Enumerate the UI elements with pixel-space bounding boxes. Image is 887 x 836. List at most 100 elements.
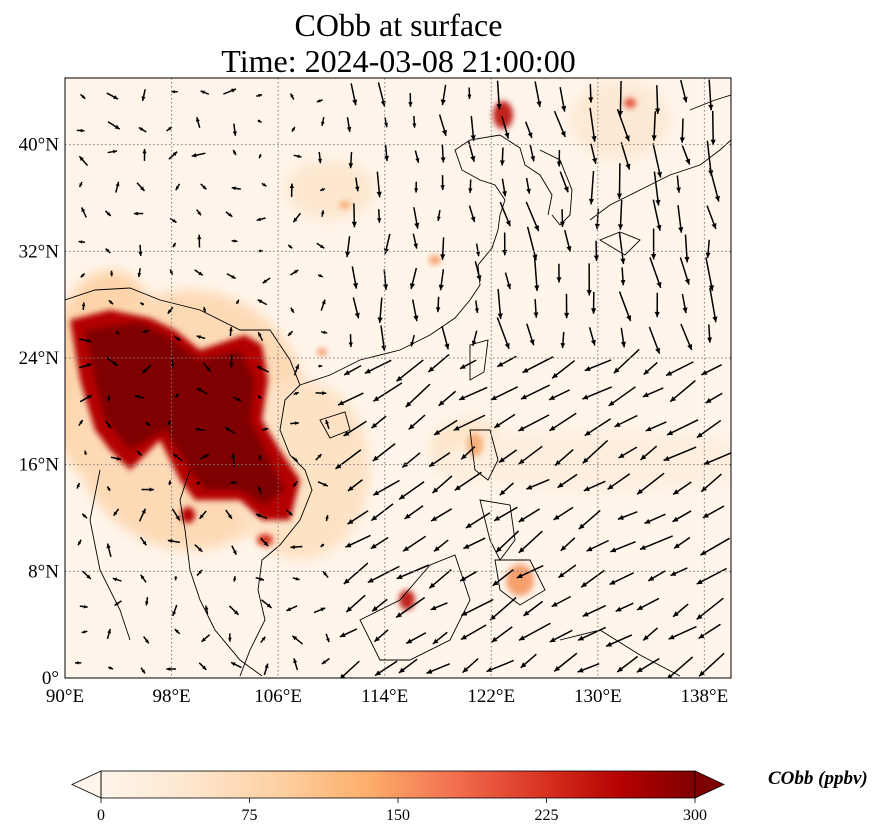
- wind-arrow: [345, 594, 366, 613]
- wind-arrow: [78, 181, 83, 188]
- wind-arrow: [81, 513, 88, 519]
- wind-arrow: [142, 329, 150, 333]
- wind-arrow: [410, 334, 415, 347]
- wind-arrow: [112, 508, 120, 517]
- wind-arrow: [590, 143, 598, 164]
- wind-arrow: [325, 633, 330, 643]
- wind-arrow: [441, 325, 450, 350]
- wind-arrow: [226, 273, 237, 280]
- wind-arrow: [580, 569, 605, 588]
- wind-arrow: [642, 627, 659, 641]
- wind-arrow: [647, 570, 666, 582]
- wind-arrow: [114, 600, 122, 607]
- wind-arrow: [108, 299, 114, 305]
- wind-arrow: [228, 605, 240, 616]
- wind-arrow: [258, 454, 262, 461]
- wind-arrow: [518, 414, 550, 432]
- wind-arrow: [499, 482, 514, 496]
- wind-arrow: [402, 535, 427, 552]
- wind-arrow: [616, 655, 639, 673]
- wind-arrow: [684, 234, 690, 263]
- wind-arrow: [376, 209, 382, 223]
- wind-arrow: [652, 143, 663, 178]
- wind-arrow: [317, 481, 329, 487]
- wind-arrow: [526, 323, 535, 346]
- wind-arrow: [325, 514, 329, 522]
- wind-arrow: [414, 181, 419, 193]
- wind-arrow: [518, 530, 543, 554]
- wind-arrow: [665, 361, 694, 377]
- wind-arrow: [286, 605, 298, 612]
- wind-arrow: [194, 544, 203, 553]
- colorbar-ticks: 0 75 150 225 300: [97, 798, 707, 824]
- wind-arrow: [586, 263, 592, 296]
- wind-arrow: [703, 452, 731, 466]
- wind-arrow: [408, 414, 426, 431]
- wind-arrow: [533, 298, 539, 318]
- wind-arrow: [204, 605, 209, 615]
- wind-arrow: [374, 660, 398, 677]
- wind-arrow: [428, 452, 451, 468]
- wind-arrow: [470, 115, 476, 141]
- longitude-axis: 90°E 98°E 106°E 114°E 122°E 130°E 138°E: [46, 686, 728, 707]
- wind-arrow: [257, 119, 262, 124]
- wind-arrow: [559, 171, 569, 193]
- wind-arrow: [200, 634, 211, 643]
- wind-arrow: [458, 386, 488, 401]
- wind-arrow: [524, 121, 533, 139]
- wind-arrow: [257, 486, 262, 495]
- wind-arrow: [412, 115, 417, 128]
- wind-arrow: [346, 117, 352, 132]
- wind-arrow: [255, 576, 265, 581]
- wind-arrow: [405, 632, 427, 645]
- wind-arrow: [588, 170, 595, 205]
- wind-arrow: [654, 292, 660, 318]
- wind-arrow: [501, 178, 507, 197]
- wind-arrow: [648, 326, 661, 355]
- wind-arrow: [348, 151, 354, 169]
- wind-arrow: [613, 348, 640, 374]
- wind-arrow: [653, 171, 661, 206]
- lon-tick-label: 138°E: [681, 686, 729, 707]
- wind-arrow: [339, 660, 360, 678]
- wind-arrow: [700, 537, 730, 556]
- wind-arrow: [172, 242, 177, 248]
- wind-arrow: [141, 89, 146, 102]
- wind-arrow: [364, 359, 392, 374]
- wind-arrow: [200, 183, 207, 190]
- wind-arrow: [533, 256, 540, 291]
- wind-arrow: [174, 393, 180, 398]
- wind-arrow: [645, 421, 667, 432]
- wind-arrow: [404, 505, 424, 520]
- wind-arrow: [325, 419, 330, 430]
- wind-arrow: [287, 330, 294, 337]
- colorbar-tick-label: 225: [535, 807, 559, 824]
- wind-arrow: [112, 577, 122, 582]
- wind-arrow: [412, 233, 418, 249]
- wind-arrow: [261, 427, 269, 432]
- wind-arrow: [229, 354, 234, 368]
- wind-arrow: [115, 330, 120, 335]
- wind-arrow: [616, 108, 630, 142]
- wind-arrow: [199, 453, 210, 460]
- wind-arrow: [471, 330, 478, 346]
- wind-arrow: [372, 479, 400, 496]
- wind-arrow: [293, 154, 302, 158]
- wind-arrow: [78, 419, 84, 427]
- wind-arrow: [553, 506, 574, 521]
- wind-arrow: [373, 629, 389, 643]
- wind-arrow: [672, 603, 689, 618]
- wind-arrow: [453, 414, 486, 432]
- wind-arrow: [616, 163, 623, 199]
- wind-arrow: [232, 576, 237, 582]
- wind-arrow: [554, 449, 574, 467]
- wind-arrow: [475, 243, 481, 257]
- wind-arrow: [462, 657, 479, 674]
- wind-arrow: [618, 291, 632, 322]
- wind-arrow: [384, 117, 389, 128]
- wind-arrow: [588, 327, 596, 346]
- wind-arrow: [614, 414, 638, 428]
- wind-arrow: [261, 599, 273, 609]
- wind-arrow: [405, 383, 431, 408]
- wind-arrow: [81, 630, 88, 634]
